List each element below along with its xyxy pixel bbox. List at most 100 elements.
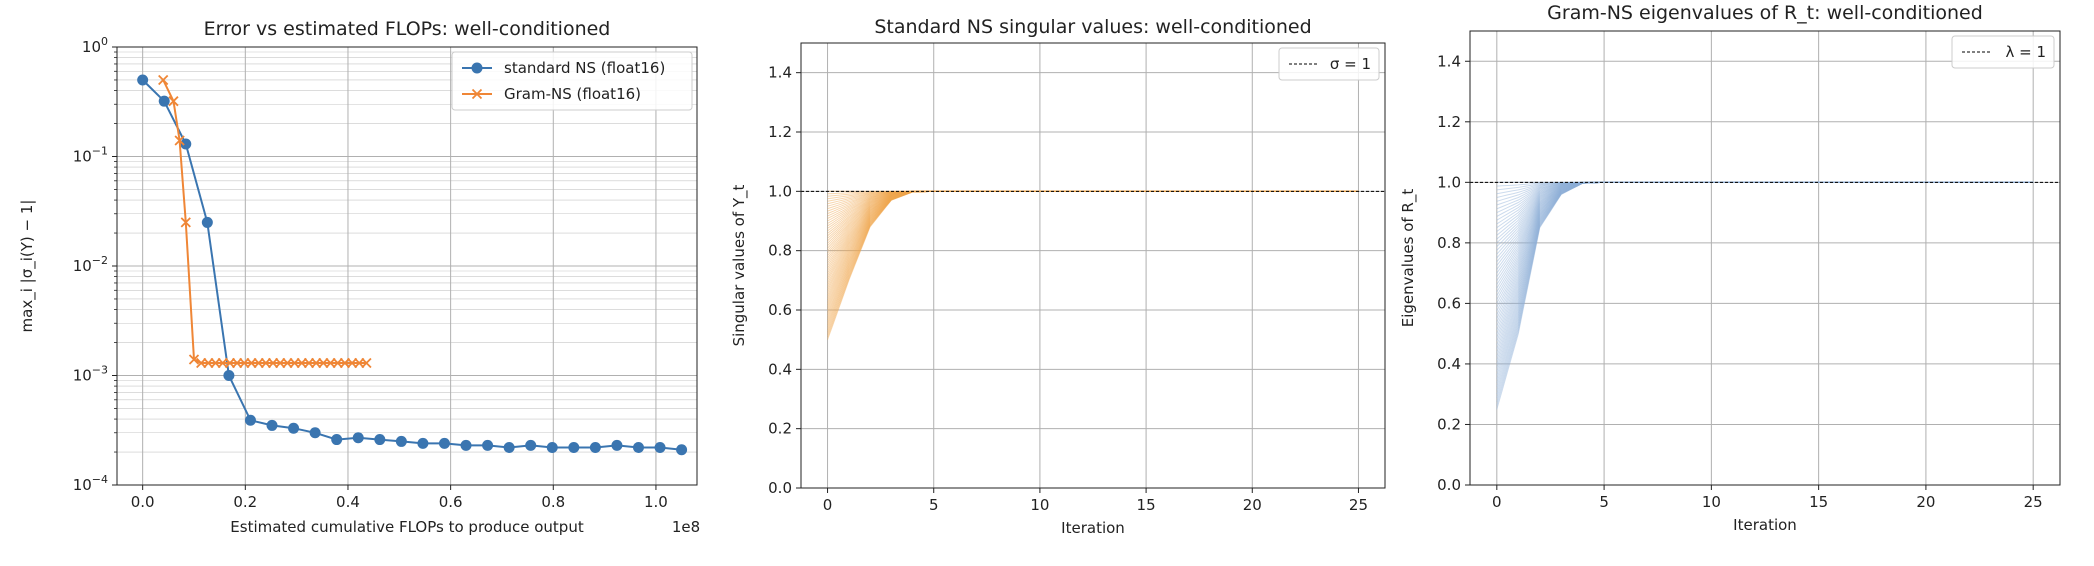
value-trajectory (827, 190, 1359, 274)
value-trajectory (1496, 181, 2034, 289)
value-trajectory (1496, 181, 2034, 240)
value-trajectory (1496, 181, 2034, 376)
x-tick-label: 15 (1809, 493, 1828, 511)
x-tick-label: 25 (1349, 496, 1368, 514)
y-tick-label: 1.0 (768, 182, 792, 200)
value-trajectory (827, 190, 1359, 279)
value-trajectory (1496, 181, 2034, 308)
value-trajectory (827, 190, 1359, 335)
value-trajectory (1496, 181, 2034, 346)
x-tick-label: 15 (1137, 496, 1156, 514)
value-trajectory (827, 190, 1359, 224)
value-trajectory (1496, 181, 2034, 281)
value-trajectory (827, 190, 1359, 333)
value-trajectory (1496, 181, 2034, 214)
value-trajectory (827, 190, 1359, 219)
y-tick-label: 0.0 (1437, 476, 1461, 494)
value-trajectory (1496, 181, 2034, 342)
value-trajectory (1496, 181, 2034, 263)
data-point (137, 74, 149, 86)
data-point (438, 437, 450, 449)
y-axis-label: max_i |σ_i(Y) − 1| (18, 200, 37, 333)
y-tick-label: 0.8 (1437, 234, 1461, 252)
chart-panel-standard-ns-singular-values: 0.0 0.2 0.4 0.6 0.8 1.0 1.2 1.4 0 5 10 15 20 25 σ = 1 S… (730, 16, 1386, 537)
x-tick-label: 1.0 (644, 493, 668, 511)
y-axis-label: Singular values of Y_t (730, 184, 749, 346)
series-line-1 (162, 79, 367, 364)
data-point (361, 357, 372, 369)
data-point (288, 422, 300, 434)
value-trajectory (1496, 181, 2034, 229)
value-trajectory (827, 190, 1359, 252)
legend-box (1951, 35, 2055, 69)
value-trajectory (1496, 181, 2034, 236)
data-point (460, 439, 472, 451)
data-point (568, 442, 580, 454)
value-trajectory (827, 190, 1359, 232)
value-trajectory (827, 190, 1359, 286)
value-trajectory (827, 190, 1359, 281)
data-point (589, 442, 601, 454)
y-tick-label: 0.6 (1437, 294, 1461, 312)
value-trajectory (827, 190, 1359, 271)
plot-frame (800, 42, 1386, 489)
x-tick-label: 0.0 (131, 493, 155, 511)
value-trajectory (827, 190, 1359, 264)
value-trajectory (827, 190, 1359, 298)
value-trajectory (827, 190, 1359, 244)
value-trajectory (1496, 181, 2034, 297)
y-tick-label: 10−3 (73, 364, 108, 385)
value-trajectory (1496, 181, 2034, 293)
chart-title: Error vs estimated FLOPs: well-condition… (204, 18, 611, 40)
data-point (395, 435, 407, 447)
y-tick-label-exponent: −2 (92, 254, 108, 267)
value-trajectory (1496, 181, 2034, 255)
value-trajectory (827, 190, 1359, 340)
value-trajectory (827, 190, 1359, 325)
y-tick-label: 0.6 (768, 301, 792, 319)
data-point (525, 439, 537, 451)
x-tick-label: 20 (1916, 493, 1935, 511)
y-tick-label: 1.2 (1437, 113, 1461, 131)
value-trajectory (1496, 181, 2034, 365)
value-trajectory (1496, 181, 2034, 380)
value-trajectory (827, 190, 1359, 259)
x-tick-label: 0 (1492, 493, 1502, 511)
value-trajectory (1496, 181, 2034, 266)
legend-marker (471, 62, 483, 74)
data-point (503, 442, 515, 454)
y-tick-label: 1.4 (768, 64, 792, 82)
value-trajectory (1496, 181, 2034, 225)
x-tick-label: 0.8 (541, 493, 565, 511)
value-trajectory (1496, 181, 2034, 384)
value-trajectory (827, 190, 1359, 227)
legend-marker (471, 88, 483, 100)
value-trajectory (1496, 181, 2034, 349)
value-trajectory (827, 190, 1359, 234)
y-tick-label: 0.4 (1437, 355, 1461, 373)
x-tick-label: 0.6 (439, 493, 463, 511)
data-point (201, 216, 213, 228)
y-tick-label-base: 10 (82, 38, 101, 56)
value-trajectory (1496, 181, 2034, 387)
value-trajectory (827, 190, 1359, 266)
y-tick-label-exponent: −3 (92, 364, 108, 377)
y-tick-label-base: 10 (73, 148, 92, 166)
y-tick-label: 0.0 (768, 479, 792, 497)
data-point (266, 419, 278, 431)
x-tick-label: 20 (1243, 496, 1262, 514)
y-tick-label: 100 (82, 35, 108, 56)
value-trajectory (1496, 181, 2034, 217)
value-trajectory (827, 190, 1359, 338)
value-trajectory (1496, 181, 2034, 399)
value-trajectory (1496, 181, 2034, 312)
value-trajectory (1496, 181, 2034, 368)
value-trajectory (1496, 181, 2034, 395)
value-trajectory (1496, 181, 2034, 316)
value-trajectory (827, 190, 1359, 222)
x-axis-label: Estimated cumulative FLOPs to produce ou… (230, 518, 584, 536)
value-trajectory (827, 190, 1359, 254)
value-trajectory (1496, 181, 2034, 391)
